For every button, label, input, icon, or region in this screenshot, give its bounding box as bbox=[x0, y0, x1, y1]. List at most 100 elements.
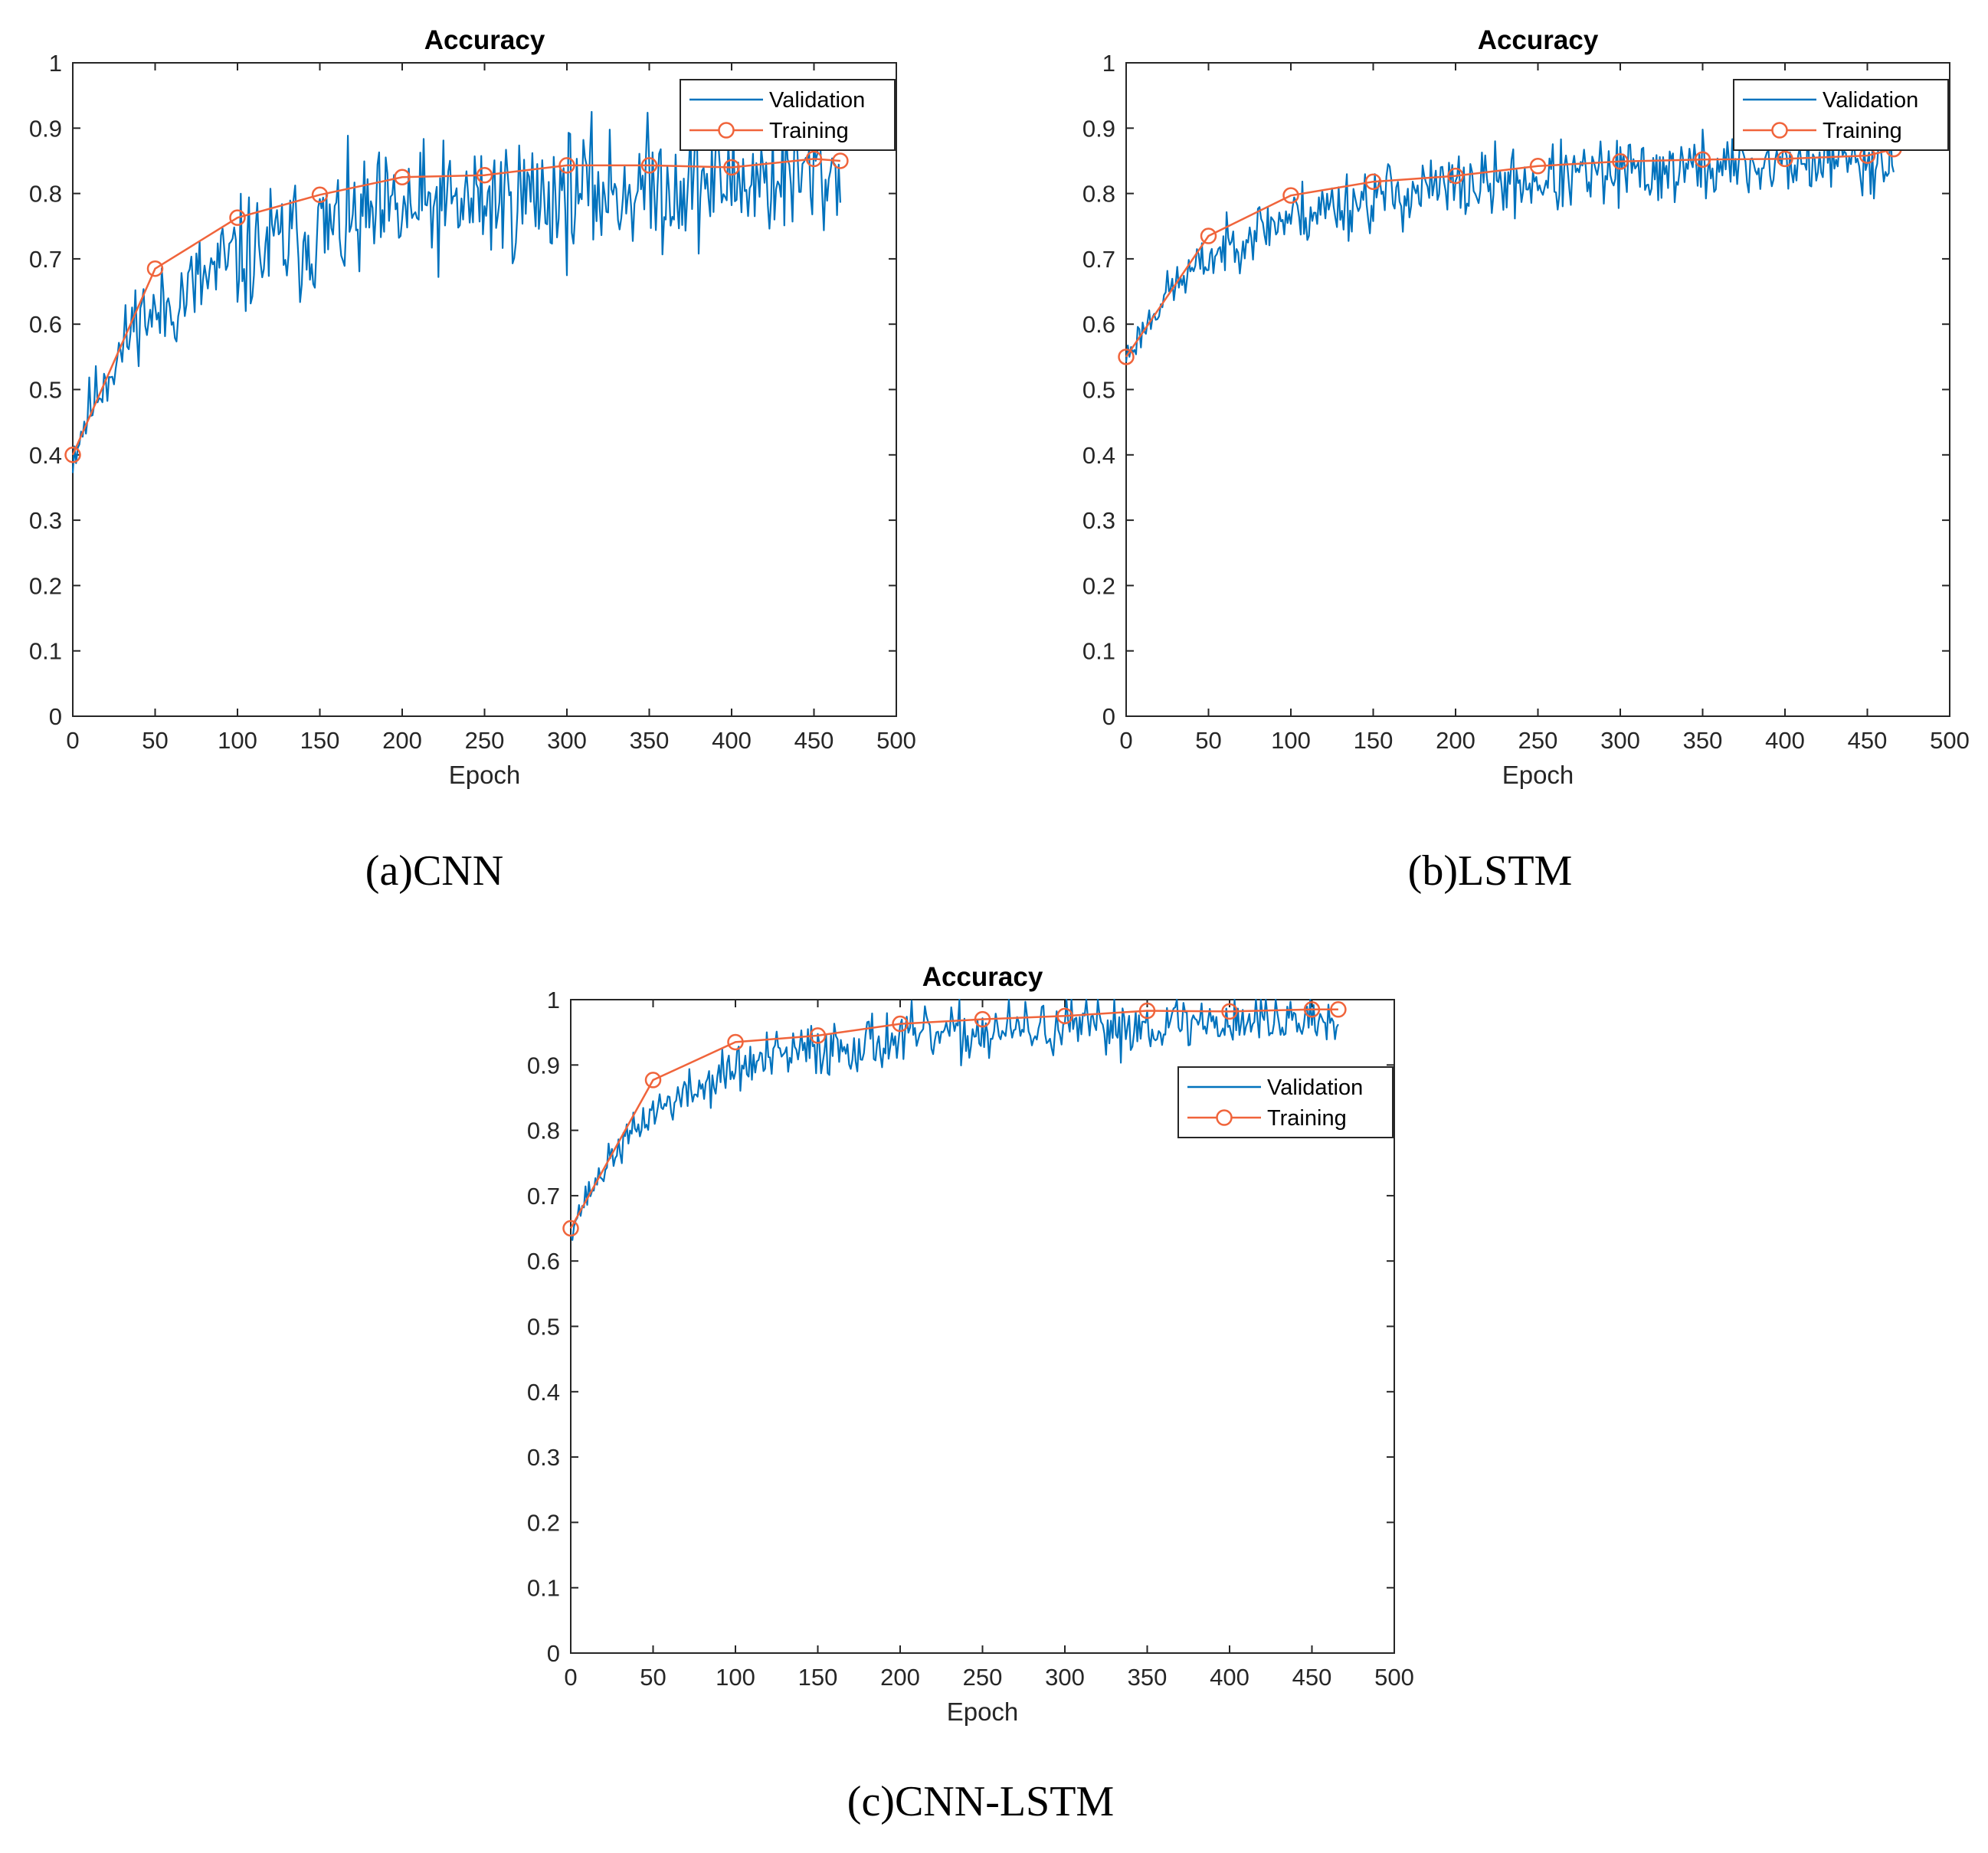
x-tick-label: 250 bbox=[465, 727, 505, 754]
x-tick-label: 0 bbox=[564, 1664, 577, 1691]
x-tick-label: 300 bbox=[1600, 727, 1640, 754]
chart-cnn: 0 50 100 150 200 250 300 350 400 450 500 0 0.1 0.2 0.3… bbox=[29, 25, 916, 789]
y-tick-label: 0.4 bbox=[1082, 442, 1115, 469]
y-tick-label: 0.8 bbox=[29, 181, 62, 208]
x-axis-label: Epoch bbox=[1502, 761, 1574, 789]
legend-swatch-marker bbox=[1216, 1109, 1233, 1126]
y-tick-label: 0.6 bbox=[1082, 311, 1115, 338]
legend-entry-label: Training bbox=[1267, 1106, 1347, 1131]
x-tick-label: 150 bbox=[300, 727, 340, 754]
training-point bbox=[1529, 158, 1547, 175]
y-tick-label: 0.7 bbox=[527, 1183, 560, 1210]
y-tick-label: 0.4 bbox=[527, 1379, 560, 1406]
y-tick-label: 0.1 bbox=[1082, 638, 1115, 665]
training-point bbox=[146, 260, 164, 277]
y-tick-label: 0.8 bbox=[1082, 181, 1115, 208]
y-tick-label: 0 bbox=[49, 703, 62, 730]
training-point bbox=[805, 150, 823, 168]
x-tick-label: 300 bbox=[1045, 1664, 1085, 1691]
y-tick-label: 0.7 bbox=[29, 246, 62, 273]
x-tick-label: 450 bbox=[1848, 727, 1888, 754]
y-tick-label: 0.5 bbox=[527, 1314, 560, 1341]
x-tick-label: 500 bbox=[876, 727, 916, 754]
legend-swatch-marker bbox=[1771, 122, 1788, 139]
x-tick-label: 500 bbox=[1374, 1664, 1414, 1691]
x-tick-label: 100 bbox=[1271, 727, 1311, 754]
legend-entry-label: Training bbox=[1823, 119, 1902, 143]
x-tick-label: 50 bbox=[640, 1664, 666, 1691]
series-line-validation bbox=[569, 998, 1339, 1241]
y-tick-label: 0 bbox=[1102, 703, 1115, 730]
legend-entry-label: Validation bbox=[769, 88, 865, 113]
legend-entry-label: Training bbox=[769, 119, 849, 143]
legend-entry-label: Validation bbox=[1823, 88, 1918, 113]
training-point bbox=[640, 157, 658, 174]
x-tick-label: 450 bbox=[794, 727, 834, 754]
series-line-validation bbox=[1125, 123, 1895, 362]
x-tick-label: 50 bbox=[1195, 727, 1221, 754]
training-point bbox=[1118, 349, 1135, 365]
series-line-training bbox=[71, 158, 840, 456]
caption-cnn-lstm: (c)CNN-LSTM bbox=[847, 1778, 1115, 1825]
legend-box bbox=[680, 79, 896, 151]
legend: Validation Training bbox=[680, 79, 896, 151]
training-point bbox=[1221, 1003, 1238, 1020]
series-line-training bbox=[1125, 148, 1895, 358]
x-tick-label: 300 bbox=[547, 727, 587, 754]
y-tick-label: 0.6 bbox=[527, 1248, 560, 1275]
chart-title: Accuracy bbox=[922, 962, 1043, 992]
series-line-training bbox=[569, 1008, 1338, 1229]
training-point bbox=[974, 1010, 991, 1028]
x-tick-label: 250 bbox=[963, 1664, 1003, 1691]
training-point bbox=[1694, 151, 1711, 168]
x-tick-label: 450 bbox=[1292, 1664, 1332, 1691]
training-point bbox=[1364, 173, 1382, 190]
training-point bbox=[558, 157, 575, 174]
chart-title: Accuracy bbox=[1478, 25, 1599, 55]
y-tick-label: 0.3 bbox=[527, 1444, 560, 1471]
x-tick-label: 400 bbox=[1765, 727, 1805, 754]
x-tick-label: 200 bbox=[1436, 727, 1475, 754]
y-tick-label: 0.9 bbox=[527, 1052, 560, 1079]
x-tick-label: 250 bbox=[1518, 727, 1558, 754]
legend: Validation Training bbox=[1733, 79, 1949, 151]
x-tick-label: 350 bbox=[630, 727, 670, 754]
x-tick-label: 150 bbox=[798, 1664, 838, 1691]
x-tick-label: 100 bbox=[716, 1664, 755, 1691]
chart-lstm: 0 50 100 150 200 250 300 350 400 450 500 0 0.1 0.2 0.3… bbox=[1082, 25, 1970, 789]
chart-cnn-lstm: 0 50 100 150 200 250 300 350 400 450 500 0 0.1 0.2 0.3… bbox=[527, 962, 1414, 1726]
training-point bbox=[311, 186, 329, 204]
y-tick-label: 0.7 bbox=[1082, 246, 1115, 273]
training-point bbox=[809, 1027, 827, 1044]
y-tick-label: 0.6 bbox=[29, 311, 62, 338]
training-point bbox=[892, 1015, 909, 1033]
y-tick-label: 0.2 bbox=[527, 1509, 560, 1536]
legend-box bbox=[1733, 79, 1949, 151]
training-point bbox=[1330, 1001, 1347, 1018]
x-axis-label: Epoch bbox=[449, 761, 521, 789]
x-tick-label: 0 bbox=[1119, 727, 1132, 754]
legend: Validation Training bbox=[1177, 1066, 1394, 1138]
y-tick-label: 0.9 bbox=[1082, 115, 1115, 142]
training-point bbox=[727, 1033, 744, 1051]
y-tick-label: 0.5 bbox=[1082, 377, 1115, 404]
training-point bbox=[1303, 1001, 1321, 1018]
training-point bbox=[1138, 1002, 1156, 1020]
y-tick-label: 0.2 bbox=[1082, 572, 1115, 599]
legend-box bbox=[1177, 1066, 1394, 1138]
training-point bbox=[1777, 150, 1793, 168]
caption-cnn: (a)CNN bbox=[365, 847, 504, 895]
x-tick-label: 200 bbox=[880, 1664, 920, 1691]
x-tick-label: 200 bbox=[382, 727, 422, 754]
x-tick-label: 100 bbox=[218, 727, 257, 754]
y-tick-label: 0.8 bbox=[527, 1118, 560, 1144]
y-tick-label: 0.3 bbox=[29, 507, 62, 534]
training-point bbox=[723, 159, 740, 176]
training-point bbox=[229, 209, 246, 226]
y-tick-label: 0.5 bbox=[29, 377, 62, 404]
training-point bbox=[562, 1220, 579, 1237]
training-point bbox=[832, 152, 849, 169]
y-tick-label: 0.9 bbox=[29, 115, 62, 142]
training-point bbox=[476, 166, 493, 184]
training-point bbox=[394, 169, 411, 186]
